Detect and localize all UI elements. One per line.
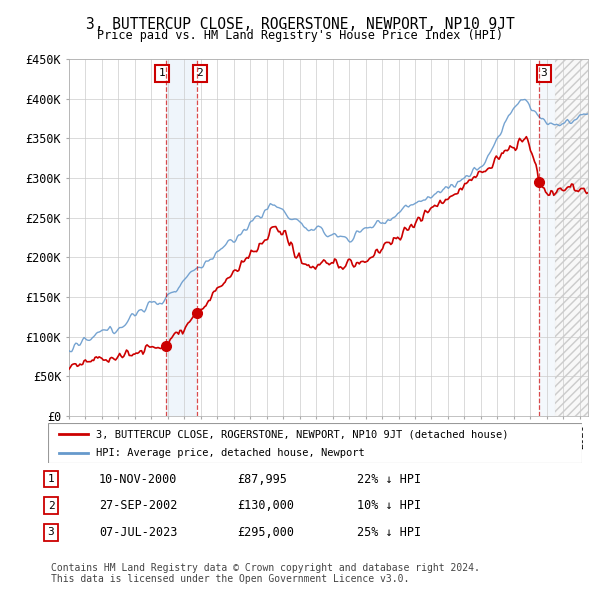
Text: £130,000: £130,000 [237,499,294,512]
Text: This data is licensed under the Open Government Licence v3.0.: This data is licensed under the Open Gov… [51,574,409,584]
Text: 3, BUTTERCUP CLOSE, ROGERSTONE, NEWPORT, NP10 9JT: 3, BUTTERCUP CLOSE, ROGERSTONE, NEWPORT,… [86,17,514,31]
Text: Contains HM Land Registry data © Crown copyright and database right 2024.: Contains HM Land Registry data © Crown c… [51,563,480,573]
Text: 27-SEP-2002: 27-SEP-2002 [99,499,178,512]
Text: 07-JUL-2023: 07-JUL-2023 [99,526,178,539]
Text: 1: 1 [158,68,165,78]
Text: £87,995: £87,995 [237,473,287,486]
Text: 10% ↓ HPI: 10% ↓ HPI [357,499,421,512]
Text: 22% ↓ HPI: 22% ↓ HPI [357,473,421,486]
Text: HPI: Average price, detached house, Newport: HPI: Average price, detached house, Newp… [96,448,365,458]
Text: Price paid vs. HM Land Registry's House Price Index (HPI): Price paid vs. HM Land Registry's House … [97,29,503,42]
Text: 10-NOV-2000: 10-NOV-2000 [99,473,178,486]
Text: 2: 2 [197,68,203,78]
Text: 1: 1 [47,474,55,484]
Text: 3: 3 [541,68,547,78]
Text: £295,000: £295,000 [237,526,294,539]
Bar [539,59,555,416]
Bar [555,59,588,416]
Bar [166,59,197,416]
Text: 25% ↓ HPI: 25% ↓ HPI [357,526,421,539]
Text: 3, BUTTERCUP CLOSE, ROGERSTONE, NEWPORT, NP10 9JT (detached house): 3, BUTTERCUP CLOSE, ROGERSTONE, NEWPORT,… [96,430,509,440]
Text: 3: 3 [47,527,55,537]
Text: 2: 2 [47,501,55,510]
Bar [555,59,588,416]
